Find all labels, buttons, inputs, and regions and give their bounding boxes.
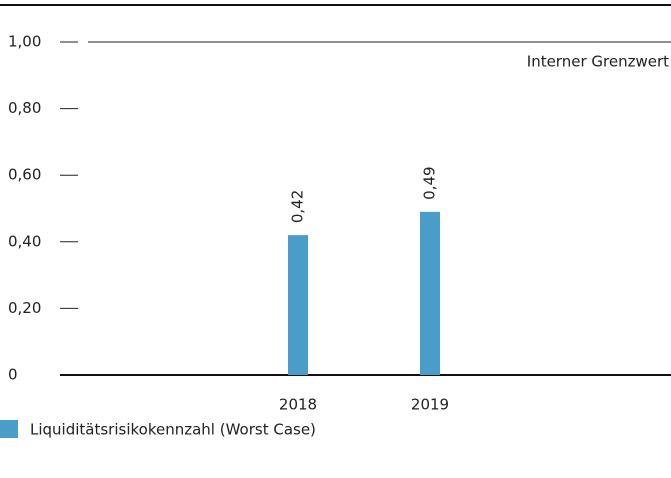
x-tick-label: 2019	[411, 396, 449, 414]
y-tick-label: 0,40	[8, 232, 41, 250]
y-tick-label: 0,20	[8, 299, 41, 317]
value-label: 0,42	[289, 190, 307, 223]
y-tick-label: 0	[8, 366, 18, 384]
y-tick-label: 0,60	[8, 166, 41, 184]
x-tick-label: 2018	[279, 396, 317, 414]
value-label: 0,49	[421, 166, 439, 199]
bar	[420, 211, 440, 375]
legend-swatch	[0, 420, 18, 438]
bar	[288, 235, 308, 375]
y-tick-label: 1,00	[8, 33, 41, 51]
y-tick-label: 0,80	[8, 99, 41, 117]
legend-label: Liquiditätsrisikokennzahl (Worst Case)	[30, 421, 316, 439]
reference-label: Interner Grenzwert	[527, 53, 669, 71]
